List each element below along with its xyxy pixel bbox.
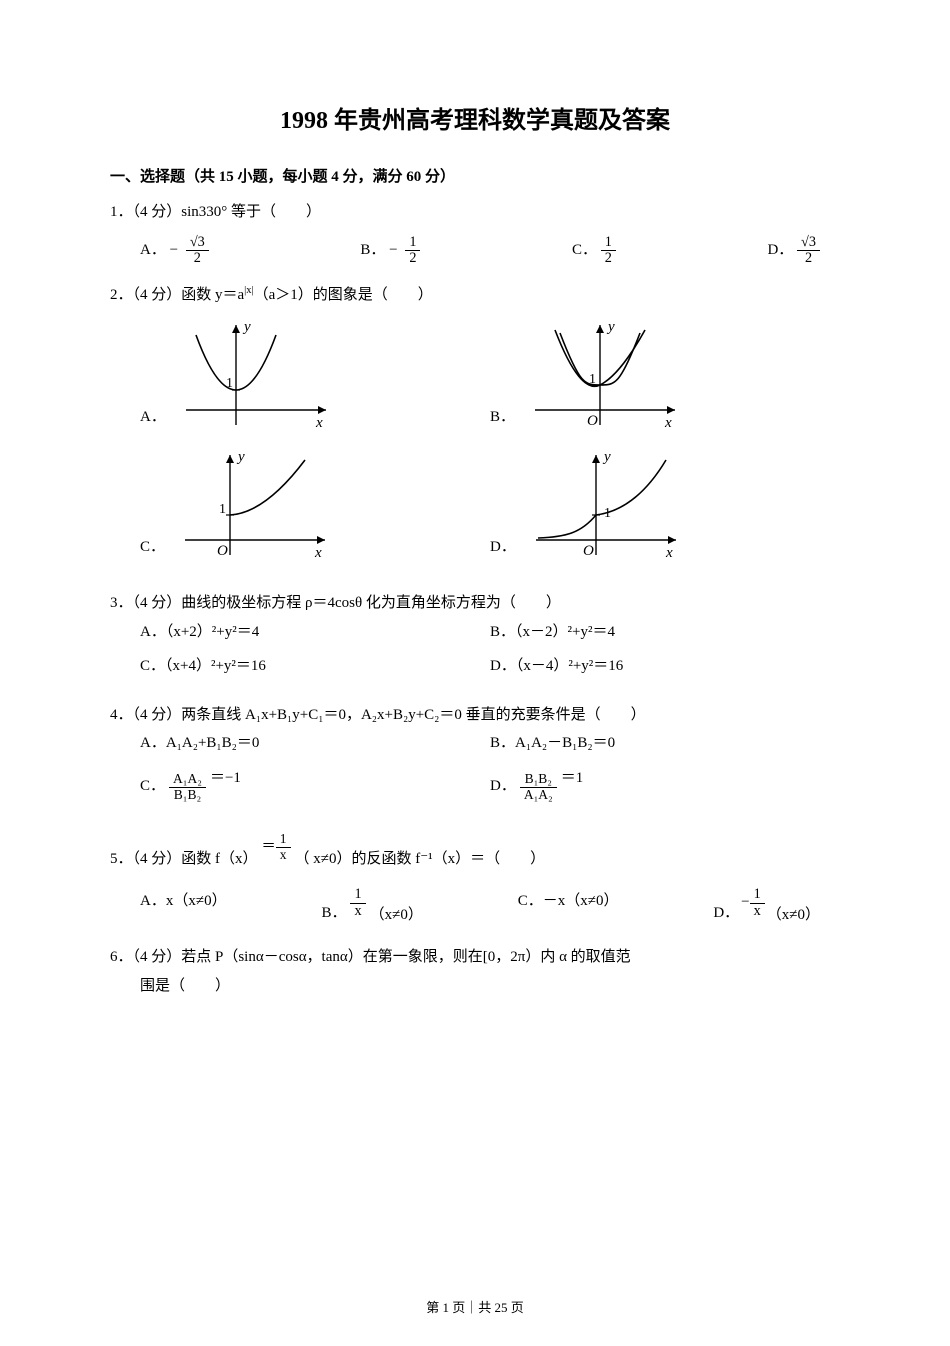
svg-text:x: x: [664, 415, 672, 431]
section-header: 一、选择题（共 15 小题，每小题 4 分，满分 60 分）: [110, 165, 840, 186]
question-1: 1．（4 分）sin330° 等于（ ） A． − √32 B． − 12 C．…: [110, 198, 840, 267]
svg-text:x: x: [314, 545, 322, 561]
svg-text:x: x: [315, 415, 323, 431]
q2-graphs: A． 1 x y B．: [110, 315, 840, 575]
q6-line2: 围是（ ）: [110, 972, 840, 1001]
graph-svg-b: 1 O x y: [525, 315, 685, 435]
q2-prompt: 2．（4 分）函数 y＝a|x|（a＞1）的图象是（ ）: [110, 281, 840, 310]
fraction: 12: [601, 235, 616, 267]
page-footer: 第 1 页｜共 25 页: [0, 1297, 950, 1316]
question-3: 3．（4 分）曲线的极坐标方程 ρ＝4cosθ 化为直角坐标方程为（ ） A．（…: [110, 589, 840, 687]
opt-label: B．: [360, 242, 385, 260]
q2-graph-d: D． 1 O x y: [490, 445, 840, 565]
q5-opt-a: A．x（x≠0）: [140, 887, 227, 929]
q4-opt-c: C． A₁A₂ B₁B₂ ＝−1: [140, 764, 490, 803]
opt-label: B．: [490, 403, 515, 436]
fraction: A₁A₂ B₁B₂: [169, 772, 206, 803]
opt-label: A．: [140, 403, 166, 436]
q5-prompt: 5．（4 分）函数 f（x） ＝1x （ x≠0）的反函数 f⁻¹（x）＝（ ）: [110, 832, 840, 873]
q5-prefix: 5．（4 分）函数 f（x）: [110, 845, 258, 874]
stacked-frac: 1x: [350, 887, 365, 919]
q4-options: A．A₁A₂+B₁B₂＝0 B．A₁A₂－B₁B₂＝0 C． A₁A₂ B₁B₂…: [110, 729, 840, 808]
svg-text:y: y: [236, 449, 245, 465]
rhs: ＝−1: [210, 764, 241, 803]
q2-prompt-prefix: 2．（4 分）函数 y＝a: [110, 287, 244, 303]
q4-opt-a: A．A₁A₂+B₁B₂＝0: [140, 729, 490, 758]
opt-label: D．: [490, 533, 516, 566]
svg-text:y: y: [602, 449, 611, 465]
q1-opt-b: B． − 12: [360, 235, 420, 267]
q4-prompt: 4．（4 分）两条直线 A₁x+B₁y+C₁＝0，A₂x+B₂y+C₂＝0 垂直…: [110, 701, 840, 730]
q4-opt-d: D． B₁B₂ A₁A₂ ＝1: [490, 764, 840, 803]
svg-text:1: 1: [604, 506, 611, 521]
question-5: 5．（4 分）函数 f（x） ＝1x （ x≠0）的反函数 f⁻¹（x）＝（ ）…: [110, 832, 840, 929]
opt-label: C．: [572, 242, 597, 260]
q2-graph-c: C． 1 O x y: [140, 445, 490, 565]
q1-options: A． − √32 B． − 12 C． 12 D．: [110, 235, 840, 267]
page: 1998 年贵州高考理科数学真题及答案 一、选择题（共 15 小题，每小题 4 …: [0, 0, 950, 1346]
q2-prompt-suffix: （a＞1）的图象是（ ）: [254, 287, 433, 303]
rhs: ＝1: [561, 764, 584, 803]
q5-suffix: （ x≠0）的反函数 f⁻¹（x）＝（ ）: [295, 845, 546, 874]
svg-text:1: 1: [219, 502, 226, 517]
svg-text:O: O: [587, 413, 598, 429]
q3-prompt: 3．（4 分）曲线的极坐标方程 ρ＝4cosθ 化为直角坐标方程为（ ）: [110, 589, 840, 618]
opt-label: B．: [321, 899, 346, 930]
svg-text:1: 1: [589, 372, 596, 387]
question-6: 6．（4 分）若点 P（sinα－cosα，tanα）在第一象限，则在[0，2π…: [110, 943, 840, 1000]
q3-opt-b: B．（x－2）²+y²＝4: [490, 618, 840, 647]
stacked-frac: − 1x: [741, 887, 765, 919]
q5-opt-c: C．－x（x≠0）: [518, 887, 619, 929]
q2-graph-a: A． 1 x y: [140, 315, 490, 435]
page-title: 1998 年贵州高考理科数学真题及答案: [110, 100, 840, 135]
graph-svg-d: 1 O x y: [526, 445, 686, 565]
q2-graph-b: B． 1 O x y: [490, 315, 840, 435]
opt-label: A．: [140, 242, 166, 260]
q2-sup: |x|: [244, 285, 253, 296]
opt-label: D．: [713, 899, 739, 930]
svg-text:x: x: [665, 545, 673, 561]
question-2: 2．（4 分）函数 y＝a|x|（a＞1）的图象是（ ） A． 1 x y: [110, 281, 840, 576]
q3-opt-a: A．（x+2）²+y²＝4: [140, 618, 490, 647]
q3-opt-d: D．（x－4）²+y²＝16: [490, 652, 840, 681]
opt-label: C．: [140, 772, 165, 803]
opt-label: C．: [140, 533, 165, 566]
opt-label: D．: [490, 772, 516, 803]
q1-prompt: 1．（4 分）sin330° 等于（ ）: [110, 198, 840, 227]
stacked-expr: ＝1x: [262, 832, 291, 863]
graph-svg-c: 1 O x y: [175, 445, 335, 565]
graph-svg-a: 1 x y: [176, 315, 336, 435]
q1-opt-d: D． √32: [767, 235, 820, 267]
q1-opt-a: A． − √32: [140, 235, 209, 267]
q4-opt-b: B．A₁A₂－B₁B₂＝0: [490, 729, 840, 758]
fraction: √32: [797, 235, 820, 267]
q6-line1: 6．（4 分）若点 P（sinα－cosα，tanα）在第一象限，则在[0，2π…: [110, 943, 840, 972]
question-4: 4．（4 分）两条直线 A₁x+B₁y+C₁＝0，A₂x+B₂y+C₂＝0 垂直…: [110, 701, 840, 809]
q5-opt-b: B． 1x （x≠0）: [321, 887, 422, 929]
svg-text:O: O: [583, 543, 594, 559]
suffix: （x≠0）: [370, 901, 423, 930]
fraction: B₁B₂ A₁A₂: [520, 772, 557, 803]
svg-text:1: 1: [226, 376, 233, 391]
svg-text:y: y: [242, 319, 251, 335]
q1-opt-c: C． 12: [572, 235, 616, 267]
q3-options: A．（x+2）²+y²＝4 B．（x－2）²+y²＝4 C．（x+4）²+y²＝…: [110, 618, 840, 687]
svg-text:O: O: [217, 543, 228, 559]
suffix: （x≠0）: [767, 901, 820, 930]
fraction: √32: [186, 235, 209, 267]
opt-label: D．: [767, 242, 793, 260]
q5-opt-d: D． − 1x （x≠0）: [713, 887, 820, 929]
q3-opt-c: C．（x+4）²+y²＝16: [140, 652, 490, 681]
svg-text:y: y: [606, 319, 615, 335]
q5-options: A．x（x≠0） B． 1x （x≠0） C．－x（x≠0） D． − 1x （…: [110, 887, 840, 929]
fraction: 12: [405, 235, 420, 267]
